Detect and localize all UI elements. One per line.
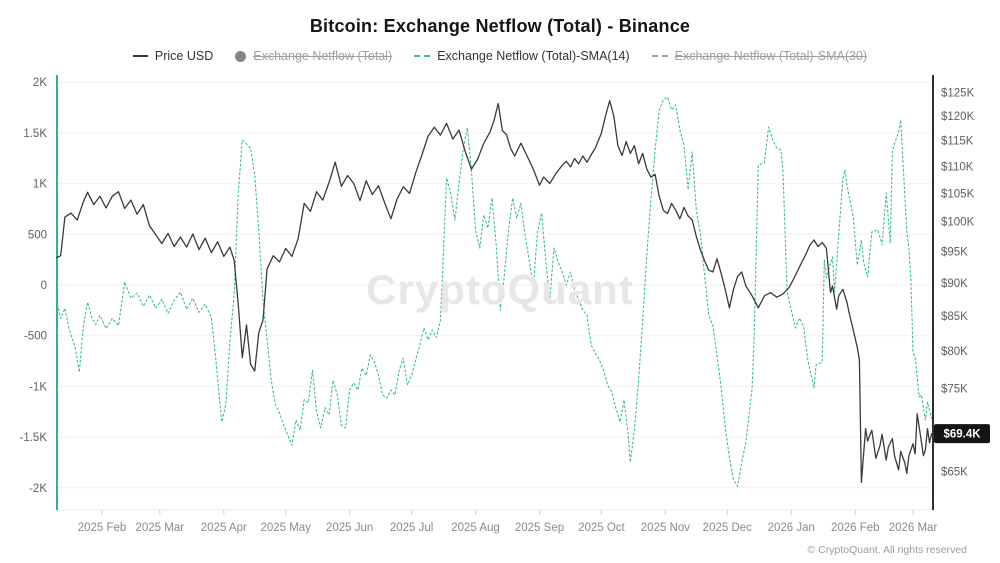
right-axis-label: $110K xyxy=(941,161,974,173)
series-line-icon xyxy=(651,55,668,57)
series-line-icon xyxy=(132,55,148,57)
right-axis-label: $95K xyxy=(941,247,968,259)
x-tick-label: 2025 Mar xyxy=(136,522,185,534)
right-axis-label: $105K xyxy=(941,188,975,200)
x-tick-label: 2025 Aug xyxy=(451,522,500,534)
x-tick-label: 2025 Apr xyxy=(201,522,247,534)
legend-label: Exchange Netflow (Total)-SMA(14) xyxy=(437,49,630,63)
left-axis-label: 2K xyxy=(33,77,47,89)
right-axis-label: $125K xyxy=(941,87,975,99)
chart-legend: Price USD Exchange Netflow (Total) Exchang… xyxy=(0,49,1000,63)
left-axis-label: 0 xyxy=(41,280,47,292)
last-price-badge-label: $69.4K xyxy=(943,429,981,441)
x-tick-label: 2025 Dec xyxy=(703,522,752,534)
left-axis-label: -1K xyxy=(29,381,47,393)
right-axis-label: $80K xyxy=(941,346,968,358)
series-price-usd xyxy=(55,100,933,484)
right-axis-label: $65K xyxy=(941,467,968,479)
chart-title: Bitcoin: Exchange Netflow (Total) - Bina… xyxy=(309,16,691,36)
legend-label: Price USD xyxy=(154,49,214,63)
left-axis-label: 500 xyxy=(28,229,47,241)
x-tick-label: 2025 Jul xyxy=(390,522,433,534)
legend-item-exchange-netflow-total-sma-30[interactable]: Exchange Netflow (Total)-SMA(30) xyxy=(651,49,868,63)
x-tick-label: 2026 Feb xyxy=(831,522,880,534)
x-tick-label: 2026 Mar xyxy=(889,522,938,534)
left-axis-label: 1K xyxy=(33,179,47,191)
series-netflow-sma14 xyxy=(56,96,933,487)
series-line-icon xyxy=(414,55,431,57)
left-axis-label: 1.5K xyxy=(23,128,47,140)
right-axis-label: $75K xyxy=(941,384,968,396)
legend-item-exchange-netflow-total[interactable]: Exchange Netflow (Total) xyxy=(235,49,392,63)
right-axis-label: $85K xyxy=(941,311,968,323)
legend-item-exchange-netflow-total-sma-14[interactable]: Exchange Netflow (Total)-SMA(14) xyxy=(414,49,630,63)
left-axis-label: -2K xyxy=(29,483,47,495)
right-axis-label: $120K xyxy=(941,111,975,123)
legend-label: Exchange Netflow (Total) xyxy=(253,49,393,63)
right-axis-label: $90K xyxy=(941,278,968,290)
x-tick-label: 2025 Sep xyxy=(515,522,564,534)
x-tick-label: 2025 Nov xyxy=(641,522,690,534)
x-tick-label: 2025 Oct xyxy=(578,522,625,534)
last-price-badge xyxy=(934,424,990,444)
left-axis-label: -500 xyxy=(24,331,47,343)
right-axis-label: $115K xyxy=(941,136,974,148)
left-axis-label: -1.5K xyxy=(20,432,48,444)
right-axis-label: $100K xyxy=(941,217,975,229)
copyright-footer: © CryptoQuant. All rights reserved xyxy=(807,544,967,556)
x-tick-label: 2026 Jan xyxy=(768,522,815,534)
x-tick-label: 2025 Feb xyxy=(78,522,127,534)
x-tick-label: 2025 Jun xyxy=(326,522,373,534)
x-tick-label: 2025 May xyxy=(260,522,311,534)
series-dot-icon xyxy=(235,50,247,62)
legend-label: Exchange Netflow (Total)-SMA(30) xyxy=(674,49,868,63)
legend-item-price-usd[interactable]: Price USD xyxy=(132,49,214,63)
